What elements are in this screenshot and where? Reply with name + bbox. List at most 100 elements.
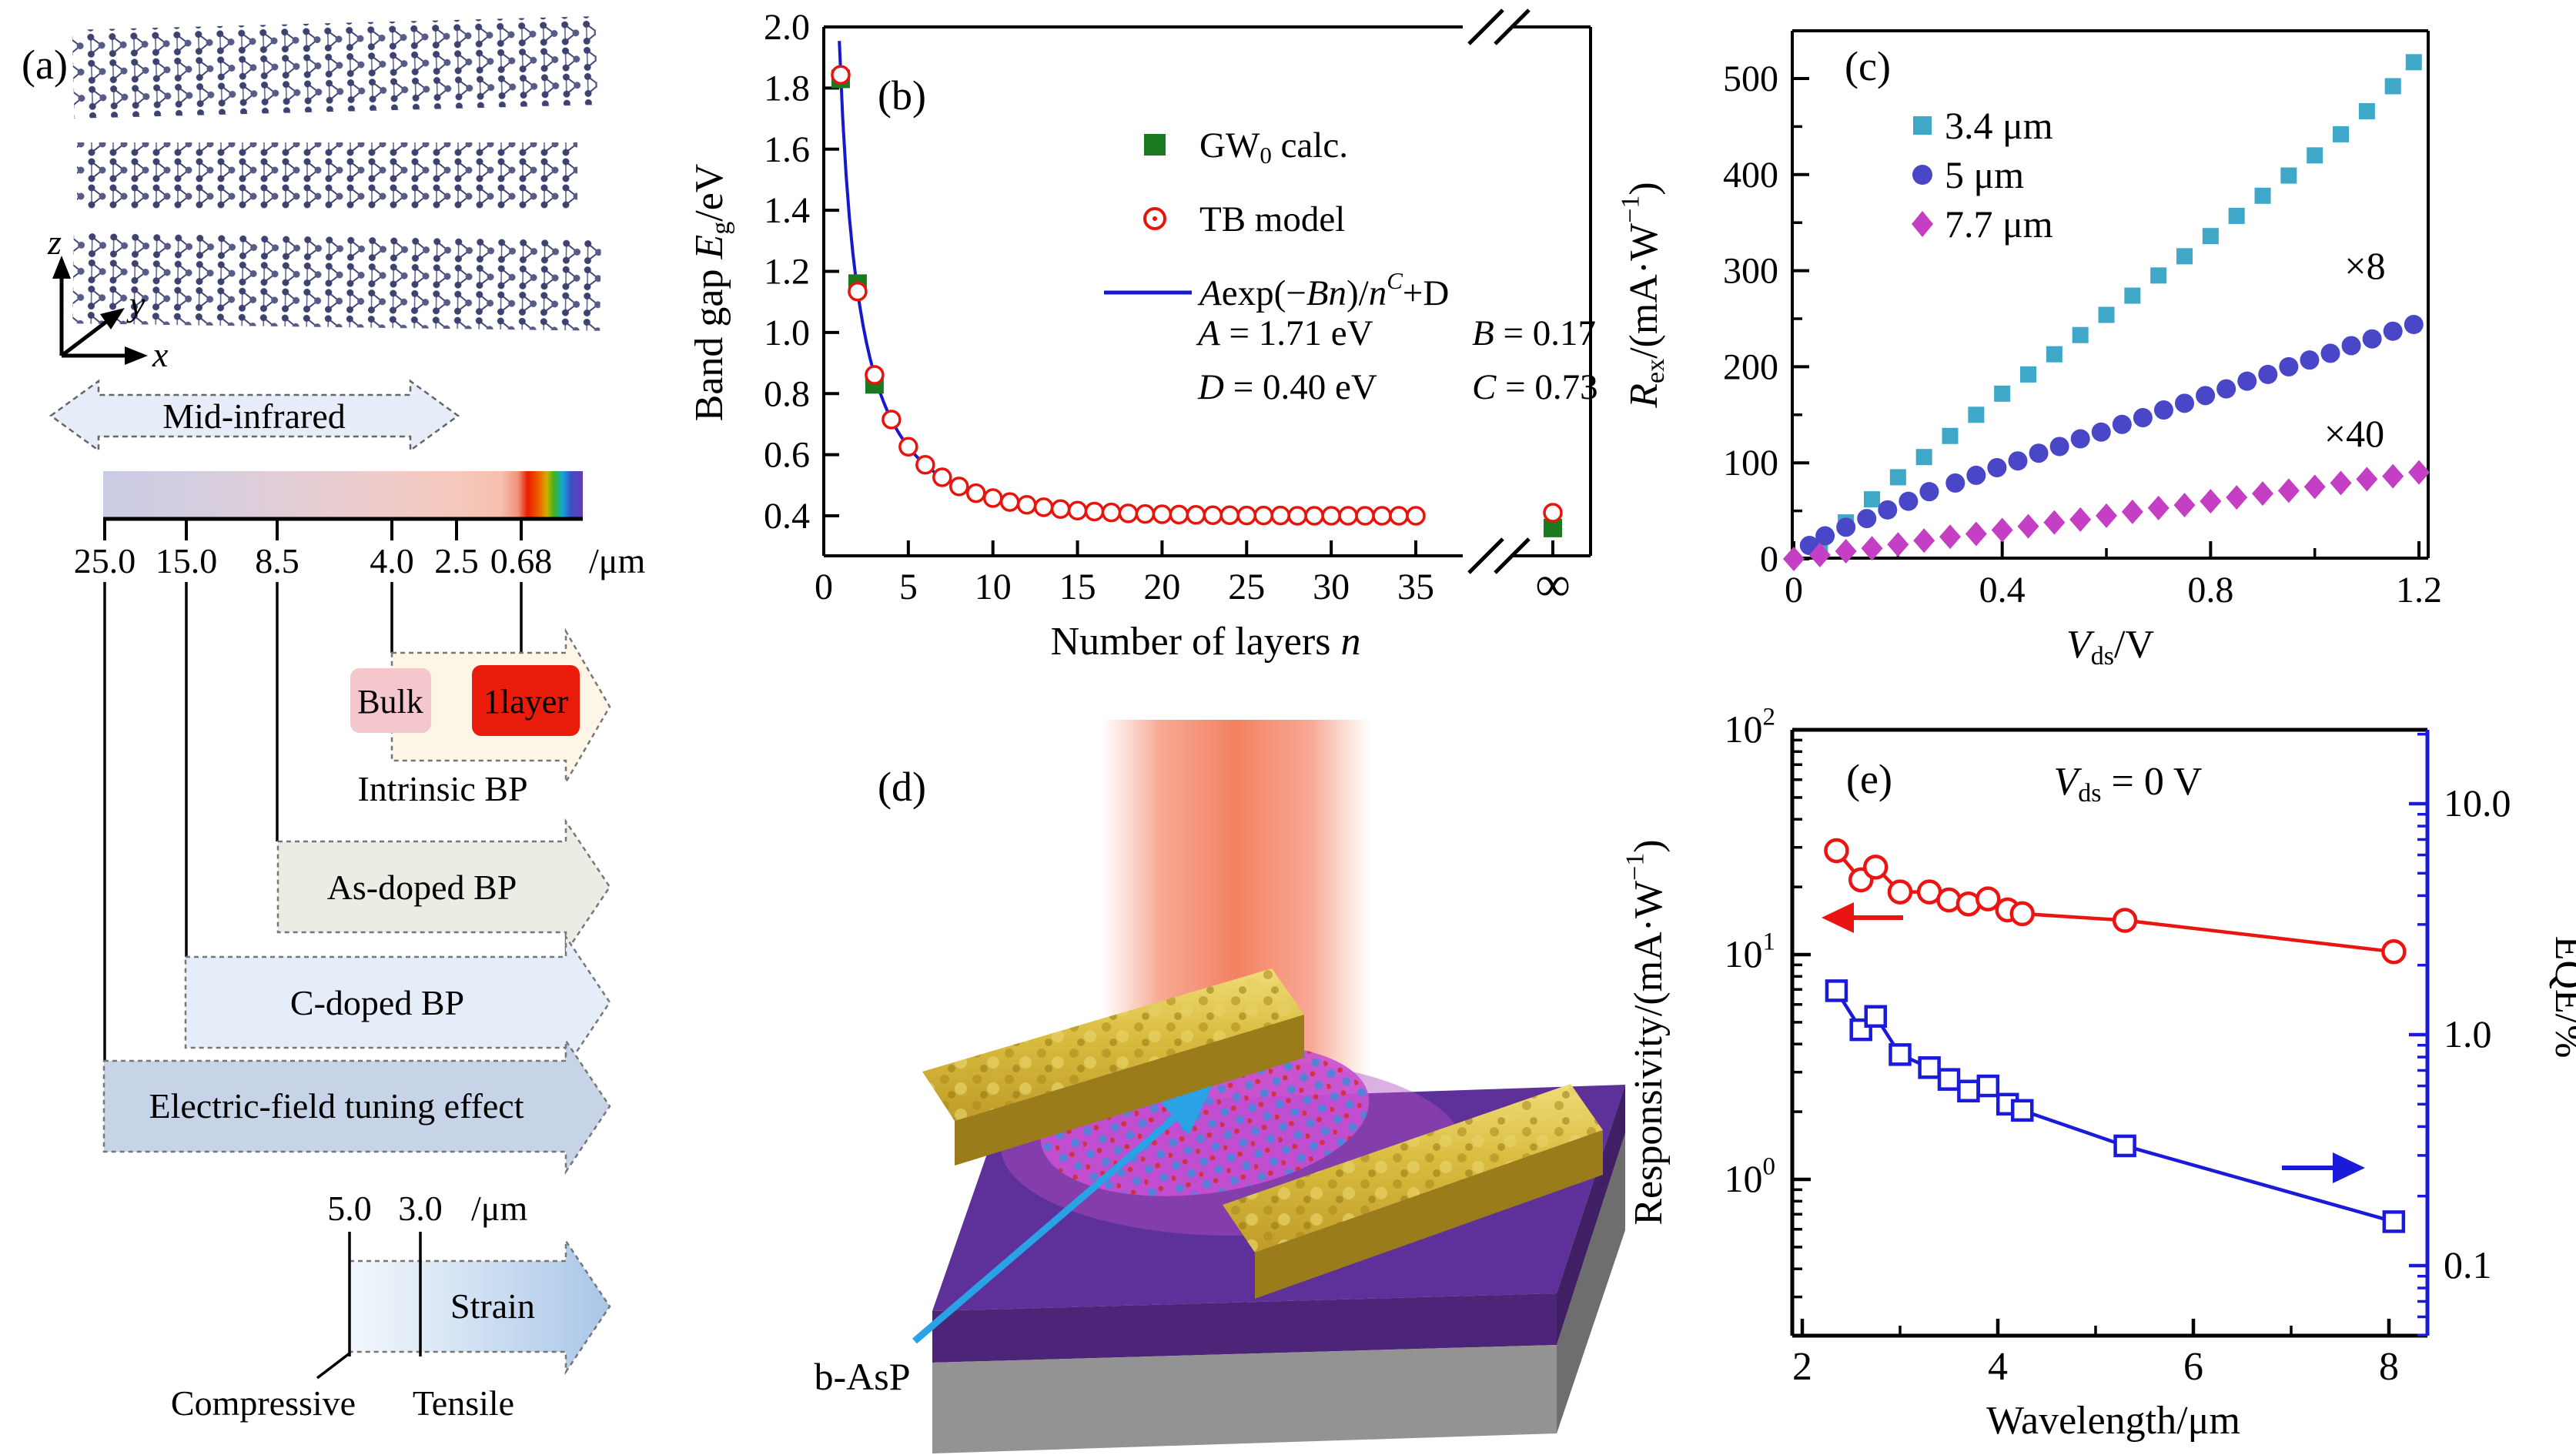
x-tick-label: 0 (1785, 570, 1803, 610)
panel-b-bandgap-chart: 0 5 10 15 20 25 30 35 ∞ 0.4 0.6 0.8 1.0 1.2 1.4 1.6 1.8 2… (687, 7, 1598, 664)
rex-vds-chart: 0 100 200 300 400 500 0 0.4 0.8 1.2 (c) 3.4 μm 5 μm 7… (1617, 29, 2442, 671)
axis-z-label: z (47, 222, 62, 262)
marker-circle (2196, 386, 2216, 406)
marker-square-open (1976, 1074, 2000, 1098)
svg-text:3.0: 3.0 (398, 1189, 443, 1228)
marker-square (2202, 228, 2219, 245)
strain-label: Strain (450, 1286, 535, 1326)
marker-circle-open (1355, 506, 1375, 526)
marker-circle-open (2381, 939, 2407, 965)
marker-circle (1987, 457, 2007, 477)
right-direction-arrow (2282, 1152, 2365, 1183)
line (1467, 537, 1504, 574)
marker-square (2150, 267, 2167, 284)
mid-infrared-label: Mid-infrared (162, 396, 346, 436)
marker-circle (2404, 314, 2424, 334)
marker-square (2405, 54, 2422, 71)
x-tick-label: 2 (1792, 1345, 1812, 1389)
marker-square (1915, 449, 1932, 466)
y-axis-title: Band gap Eg/eV (687, 164, 735, 422)
marker-square (2124, 287, 2141, 304)
marker-square-open (1957, 1079, 1980, 1102)
marker-square (1144, 134, 1166, 156)
substrate-side (1557, 1133, 1625, 1433)
x-axis-title: Vds/V (2066, 623, 2154, 671)
spectrum-tick-labels: 25.0 15.0 8.5 4.0 2.5 0.68 /μm (74, 541, 646, 580)
monolayer-box (472, 665, 580, 736)
eqe-line (1835, 989, 2395, 1224)
marker-circle-open (898, 436, 918, 457)
x-axis-ticks: 0 0.4 0.8 1.2 (1785, 541, 2442, 610)
marker-square (2307, 147, 2323, 164)
marker-circle-open (1084, 501, 1105, 522)
marker-circle (2383, 321, 2403, 341)
left-tick-label: 102 (1725, 704, 1776, 751)
left-direction-arrow (1822, 902, 1903, 933)
marker-circle-open (831, 65, 851, 85)
marker-circle (2279, 356, 2299, 376)
marker-diamond (1808, 543, 1831, 568)
c-doped-arrow (184, 933, 611, 1072)
line (1467, 8, 1504, 45)
marker-circle-open (1152, 504, 1173, 524)
marker-diamond (2096, 503, 2118, 528)
marker-diamond (2382, 463, 2404, 489)
marker-circle (2091, 422, 2111, 442)
marker-circle (2175, 393, 2195, 413)
marker-square (2280, 167, 2297, 184)
marker-circle (2237, 371, 2257, 391)
panel-e-responsivity-wavelength-chart: 100 101 102 2 4 6 8 0.1 1.0 10.0 (e) Vds = 0 V Wavel… (1621, 704, 2576, 1443)
panel-d-label: (d) (878, 764, 926, 810)
y-tick-label: 1.8 (764, 68, 810, 109)
connector-lines (103, 582, 523, 1061)
marker-diamond (1939, 524, 1962, 550)
efield-arrow (102, 1037, 611, 1176)
marker-diamond (1861, 536, 1883, 561)
basp-pointer-arrow (912, 1085, 1213, 1344)
marker-square (2333, 125, 2350, 142)
marker-circle (2362, 329, 2382, 349)
marker-circle (2320, 343, 2340, 363)
marker-circle (2029, 443, 2049, 463)
marker-square-open (1937, 1068, 1961, 1091)
purple-layer-front (932, 1293, 1557, 1363)
marker-diamond (2330, 470, 2352, 496)
marker-square (1913, 116, 1932, 135)
right-tick-label: 0.1 (2444, 1243, 2492, 1286)
y-tick-label: 1.2 (764, 252, 810, 293)
x-tick-label: 0 (815, 567, 833, 607)
marker-circle-open (1543, 503, 1563, 523)
gw0-series (831, 69, 1562, 537)
axis-break-marks (1467, 8, 1531, 574)
marker-circle-open (949, 477, 969, 497)
marker-square (2176, 248, 2193, 265)
marker-square (2020, 366, 2037, 383)
x-tick-label: 10 (975, 567, 1012, 607)
svg-text:4.0: 4.0 (370, 541, 414, 580)
right-electrode-top-texture (1223, 1084, 1603, 1253)
y-axis-ticks: 0.4 0.6 0.8 1.0 1.2 1.4 1.6 1.8 2.0 (764, 7, 839, 537)
right-tick-label: 1.0 (2444, 1012, 2492, 1055)
marker-circle-open (1203, 505, 1223, 525)
responsivity-wavelength-chart: 100 101 102 2 4 6 8 0.1 1.0 10.0 (e) Vds = 0 V Wavel… (1621, 704, 2576, 1443)
marker-circle-open (1975, 886, 2001, 911)
efield-label: Electric-field tuning effect (149, 1086, 524, 1126)
marker-square-open (2113, 1134, 2136, 1158)
marker-diamond (2173, 493, 2196, 518)
y-tick-label: 0 (1760, 539, 1778, 580)
marker-square (2046, 346, 2062, 363)
marker-circle-open (1067, 500, 1088, 521)
marker-diamond (2147, 495, 2170, 520)
marker-circle (2070, 429, 2090, 449)
responsivity-line (1835, 849, 2394, 954)
spectrum-bar (103, 471, 583, 517)
x-tick-label: 15 (1059, 567, 1096, 607)
x-axis-ticks: 2 4 6 8 (1792, 1319, 2399, 1389)
right-axis-title: EQE/% (2547, 936, 2576, 1059)
marker-circle-open (1270, 505, 1290, 526)
marker-diamond (2069, 507, 2092, 532)
line (1494, 8, 1531, 45)
strain-tick-labels: 5.0 3.0 /μm (327, 1189, 527, 1228)
left-electrode-front (955, 1015, 1304, 1166)
axes-frame (1790, 728, 2430, 1338)
